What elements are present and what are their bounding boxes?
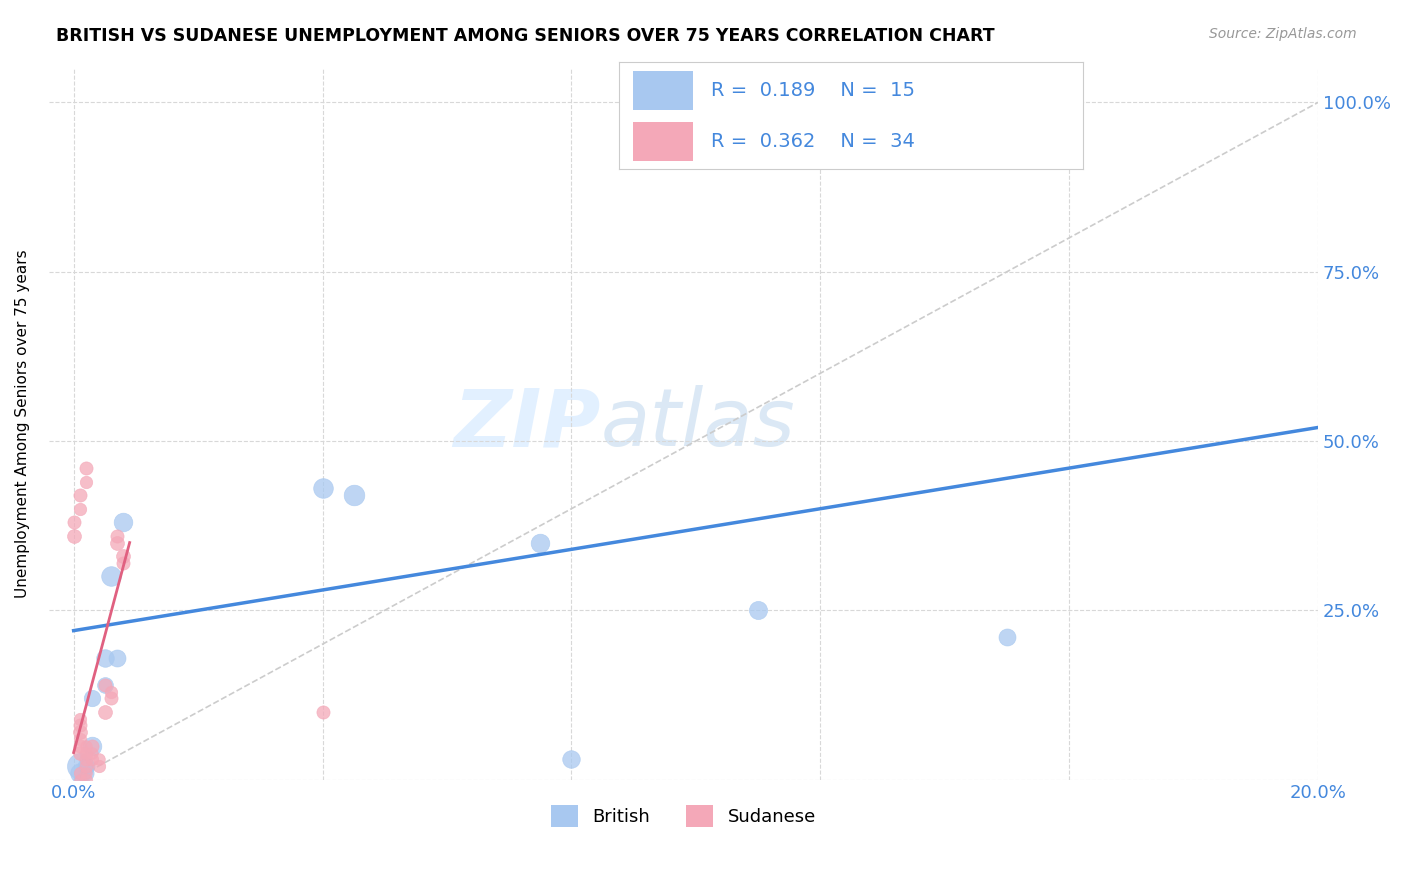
Point bbox=[69, 759, 91, 773]
Point bbox=[75, 765, 97, 780]
Point bbox=[105, 529, 128, 543]
Point bbox=[343, 488, 366, 502]
Point bbox=[62, 515, 84, 529]
Bar bbox=[633, 122, 693, 161]
Point bbox=[105, 535, 128, 549]
Point bbox=[75, 475, 97, 489]
Point bbox=[87, 752, 110, 766]
Point bbox=[529, 535, 551, 549]
Point bbox=[94, 705, 117, 719]
Point bbox=[747, 603, 769, 617]
Point bbox=[69, 712, 91, 726]
Point bbox=[69, 746, 91, 760]
Point bbox=[112, 515, 135, 529]
Point bbox=[75, 461, 97, 475]
Point bbox=[82, 746, 104, 760]
Point bbox=[94, 678, 117, 692]
Point bbox=[716, 116, 738, 130]
Legend: British, Sudanese: British, Sudanese bbox=[544, 798, 824, 835]
Point bbox=[75, 752, 97, 766]
Point bbox=[100, 569, 122, 583]
Point bbox=[82, 752, 104, 766]
Point bbox=[105, 650, 128, 665]
Y-axis label: Unemployment Among Seniors over 75 years: Unemployment Among Seniors over 75 years bbox=[15, 250, 30, 599]
Point bbox=[311, 705, 333, 719]
Point bbox=[100, 691, 122, 706]
Point bbox=[94, 678, 117, 692]
Point bbox=[75, 746, 97, 760]
Point bbox=[995, 631, 1018, 645]
Point bbox=[69, 501, 91, 516]
Text: atlas: atlas bbox=[600, 385, 796, 463]
Point bbox=[112, 556, 135, 570]
Point bbox=[75, 759, 97, 773]
Point bbox=[69, 739, 91, 753]
Point bbox=[82, 691, 104, 706]
Point bbox=[87, 759, 110, 773]
Point bbox=[112, 549, 135, 563]
Point bbox=[75, 759, 97, 773]
Point bbox=[311, 482, 333, 496]
Point bbox=[62, 529, 84, 543]
Point bbox=[685, 116, 707, 130]
Point bbox=[75, 739, 97, 753]
Point bbox=[69, 765, 91, 780]
Point bbox=[560, 752, 582, 766]
Point bbox=[82, 739, 104, 753]
Point bbox=[75, 765, 97, 780]
Text: ZIP: ZIP bbox=[454, 385, 600, 463]
Text: R =  0.362    N =  34: R = 0.362 N = 34 bbox=[711, 132, 915, 151]
Bar bbox=[633, 71, 693, 110]
Point bbox=[69, 718, 91, 732]
Point bbox=[69, 731, 91, 746]
Point bbox=[94, 650, 117, 665]
Point bbox=[100, 684, 122, 698]
Point bbox=[75, 772, 97, 787]
Text: R =  0.189    N =  15: R = 0.189 N = 15 bbox=[711, 81, 915, 100]
Point bbox=[69, 765, 91, 780]
Point bbox=[82, 739, 104, 753]
Point bbox=[69, 725, 91, 739]
Text: BRITISH VS SUDANESE UNEMPLOYMENT AMONG SENIORS OVER 75 YEARS CORRELATION CHART: BRITISH VS SUDANESE UNEMPLOYMENT AMONG S… bbox=[56, 27, 995, 45]
Text: Source: ZipAtlas.com: Source: ZipAtlas.com bbox=[1209, 27, 1357, 41]
Point bbox=[69, 488, 91, 502]
Point bbox=[69, 772, 91, 787]
